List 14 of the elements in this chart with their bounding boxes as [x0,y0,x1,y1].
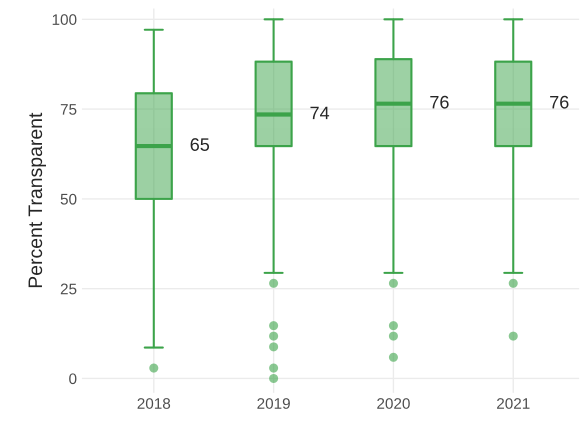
y-tick-label: 25 [60,284,76,294]
annotation: 65 [190,138,210,151]
x-tick-label: 2018 [138,398,170,409]
x-tick-label: 2020 [377,398,410,409]
annotation: 76 [550,96,568,109]
annotation: 76 [430,96,449,109]
y-tick-label: 50 [60,194,76,205]
annotation: 74 [310,106,330,120]
y-tick-label: 100 [52,14,76,25]
y-tick-label: 0 [69,373,76,384]
y-axis-title: Percent Transparent [28,112,46,288]
x-tick-label: 2019 [257,398,290,409]
y-tick-label: 75 [60,104,76,115]
x-tick-label: 2021 [497,398,530,409]
